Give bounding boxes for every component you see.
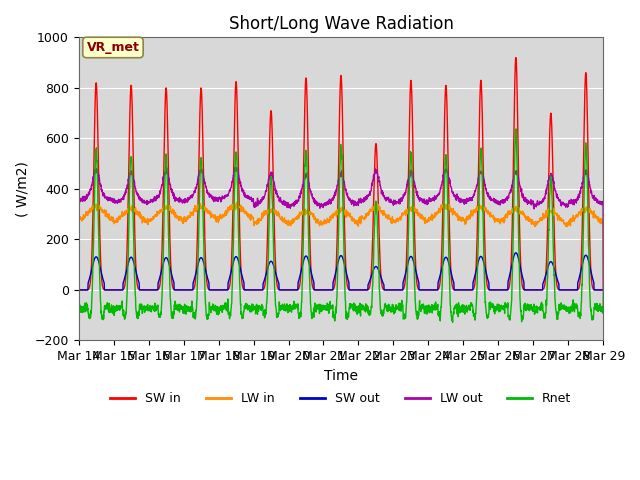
Rnet bbox=[449, 320, 456, 325]
Y-axis label: ( W/m2): ( W/m2) bbox=[15, 161, 29, 217]
SW in bbox=[221, 287, 228, 293]
LW out bbox=[367, 185, 375, 191]
SW out bbox=[493, 287, 501, 293]
SW in bbox=[568, 287, 575, 293]
LW out bbox=[75, 197, 83, 203]
SW out bbox=[600, 287, 607, 293]
LW in bbox=[221, 210, 228, 216]
Rnet bbox=[554, 312, 561, 317]
Text: VR_met: VR_met bbox=[86, 41, 140, 54]
Line: LW in: LW in bbox=[79, 202, 604, 290]
SW in bbox=[356, 287, 364, 293]
SW in bbox=[493, 287, 501, 293]
SW out bbox=[554, 276, 561, 282]
Rnet bbox=[512, 126, 520, 132]
LW out bbox=[568, 200, 575, 205]
SW in bbox=[600, 287, 607, 293]
SW out bbox=[568, 287, 575, 293]
LW out bbox=[493, 201, 501, 207]
X-axis label: Time: Time bbox=[324, 369, 358, 383]
LW in bbox=[600, 287, 607, 293]
LW out bbox=[554, 195, 561, 201]
Line: SW out: SW out bbox=[79, 253, 604, 290]
Line: SW in: SW in bbox=[79, 58, 604, 290]
LW in bbox=[493, 216, 501, 222]
Rnet bbox=[221, 300, 228, 306]
LW out bbox=[231, 165, 239, 170]
Rnet bbox=[493, 301, 501, 307]
LW out bbox=[600, 287, 607, 293]
Rnet bbox=[600, 288, 607, 294]
SW out bbox=[75, 287, 83, 293]
LW in bbox=[367, 207, 375, 213]
SW in bbox=[75, 287, 83, 293]
LW in bbox=[75, 216, 83, 221]
Title: Short/Long Wave Radiation: Short/Long Wave Radiation bbox=[228, 15, 453, 33]
Line: LW out: LW out bbox=[79, 168, 604, 290]
SW in bbox=[554, 283, 561, 289]
SW in bbox=[367, 270, 375, 276]
SW out bbox=[356, 287, 364, 293]
SW out bbox=[512, 250, 520, 256]
Rnet bbox=[367, 303, 375, 309]
Rnet bbox=[568, 306, 576, 312]
LW in bbox=[356, 216, 364, 222]
SW out bbox=[221, 287, 228, 293]
Rnet bbox=[356, 300, 364, 306]
LW out bbox=[221, 195, 228, 201]
LW in bbox=[568, 218, 575, 224]
LW in bbox=[234, 199, 241, 204]
Legend: SW in, LW in, SW out, LW out, Rnet: SW in, LW in, SW out, LW out, Rnet bbox=[106, 387, 577, 410]
LW in bbox=[554, 211, 561, 216]
LW out bbox=[356, 200, 364, 205]
SW out bbox=[367, 274, 375, 279]
SW in bbox=[512, 55, 520, 60]
Line: Rnet: Rnet bbox=[79, 129, 604, 323]
Rnet bbox=[75, 306, 83, 312]
